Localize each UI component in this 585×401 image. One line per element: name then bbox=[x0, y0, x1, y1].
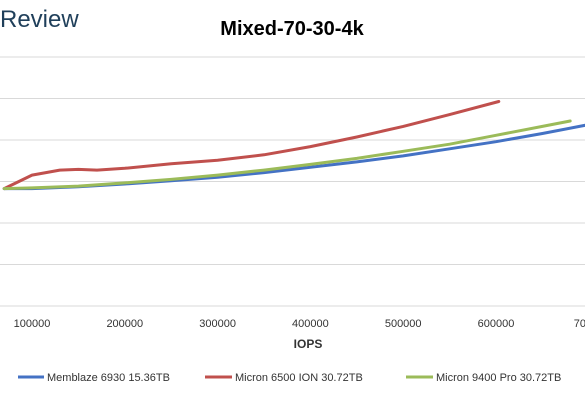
x-tick-label: 300000 bbox=[199, 318, 236, 330]
series-line-2 bbox=[2, 119, 572, 191]
legend-label-1: Micron 6500 ION 30.72TB bbox=[235, 372, 363, 384]
x-tick-label: 100000 bbox=[14, 318, 51, 330]
brand-text: Review bbox=[0, 6, 79, 33]
legend: Memblaze 6930 15.36TB Micron 6500 ION 30.… bbox=[18, 372, 561, 384]
grid-lines bbox=[0, 56, 585, 307]
x-axis-ticks: 100000 200000 300000 400000 500000 600000 700 bbox=[14, 318, 585, 330]
x-axis-label: IOPS bbox=[294, 337, 323, 351]
x-tick-label: 200000 bbox=[106, 318, 143, 330]
legend-label-2: Micron 9400 Pro 30.72TB bbox=[436, 372, 561, 384]
x-tick-label: 400000 bbox=[292, 318, 329, 330]
x-tick-label: 600000 bbox=[478, 318, 515, 330]
x-tick-label: 500000 bbox=[385, 318, 422, 330]
series-lines bbox=[2, 100, 585, 191]
x-tick-label: 700 bbox=[574, 318, 585, 330]
legend-label-0: Memblaze 6930 15.36TB bbox=[47, 372, 170, 384]
series-line-1 bbox=[2, 100, 501, 191]
chart-title: Mixed-70-30-4k bbox=[220, 18, 364, 40]
